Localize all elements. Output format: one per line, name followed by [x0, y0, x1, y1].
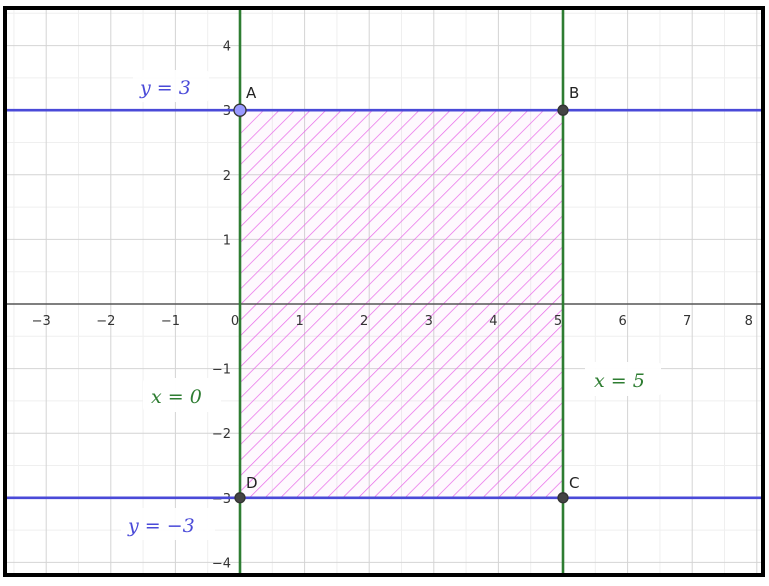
point-b-label: B: [569, 84, 579, 102]
y-tick-label: −2: [212, 427, 231, 442]
label-y-equals-minus-3-text: y = −3: [127, 515, 195, 537]
x-tick-label: 7: [683, 314, 691, 329]
x-tick-label: −1: [161, 314, 180, 329]
y-tick-label: −4: [212, 556, 231, 571]
x-tick-label: 4: [489, 314, 497, 329]
x-tick-label: 2: [360, 314, 368, 329]
y-tick-label: 2: [223, 169, 231, 184]
point-d[interactable]: [234, 492, 246, 504]
y-tick-label: 4: [223, 40, 231, 55]
y-tick-label: 3: [223, 104, 231, 119]
label-x-equals-5-text: x = 5: [594, 370, 645, 392]
point-d-label: D: [246, 474, 258, 492]
label-y-equals-3-text: y = 3: [139, 77, 191, 99]
y-tick-label: −3: [212, 492, 231, 507]
x-tick-label: −3: [32, 314, 51, 329]
window-frame: [3, 6, 765, 577]
label-x-equals-5[interactable]: x = 5: [585, 362, 661, 396]
x-tick-label: 5: [554, 314, 562, 329]
y-tick-label: −1: [212, 363, 231, 378]
label-y-equals-3[interactable]: y = 3: [133, 70, 209, 102]
point-c[interactable]: [557, 492, 569, 504]
point-c-label: C: [569, 474, 579, 492]
tick-labels: −3 −2 −1 0 1 2 3 4 5 6 7 8 −4 −3 −2 −1 1 2 3 4: [32, 40, 753, 572]
label-y-equals-minus-3[interactable]: y = −3: [121, 508, 215, 540]
x-tick-label: 3: [425, 314, 433, 329]
y-tick-label: 1: [223, 233, 231, 248]
x-tick-label: 0: [231, 314, 239, 329]
x-tick-label: 8: [745, 314, 753, 329]
point-b[interactable]: [557, 104, 569, 116]
x-tick-label: −2: [96, 314, 115, 329]
x-tick-label: 6: [618, 314, 626, 329]
point-a[interactable]: [233, 103, 247, 117]
point-a-label: A: [246, 84, 257, 102]
label-x-equals-0[interactable]: x = 0: [143, 378, 221, 412]
label-x-equals-0-text: x = 0: [151, 386, 202, 408]
x-tick-label: 1: [295, 314, 303, 329]
